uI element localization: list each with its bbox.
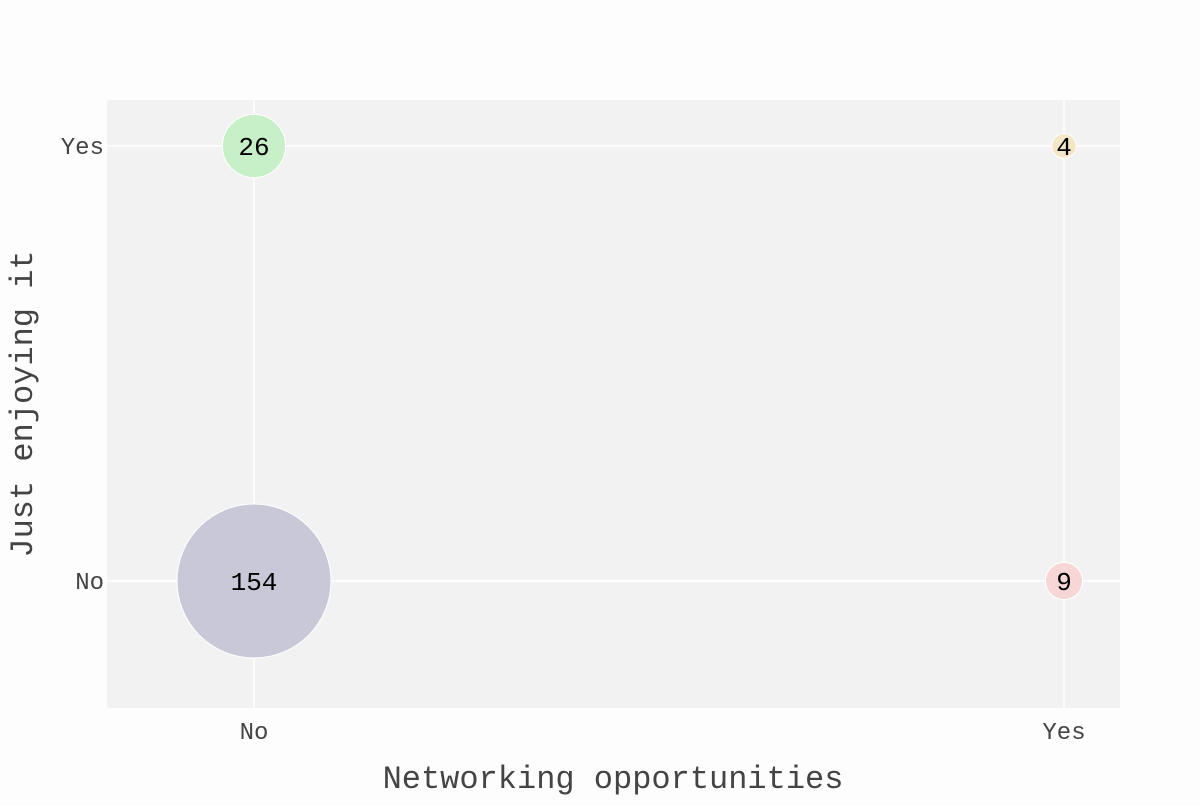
y-tick-label: Yes (61, 135, 104, 162)
bubble-count-label: 9 (1056, 568, 1072, 598)
bubble-count-label: 154 (231, 568, 278, 598)
y-tick-labels: No Yes (61, 135, 104, 597)
bubble-count-label: 4 (1056, 133, 1072, 163)
y-axis-title: Just enjoying it (5, 250, 42, 557)
bubble-yes-yes (1051, 133, 1077, 159)
bubble-no-yes (221, 113, 287, 179)
x-tick-label: Yes (1042, 720, 1085, 747)
y-tick-label: No (75, 570, 104, 597)
x-tick-label: No (240, 720, 269, 747)
x-tick-labels: No Yes (240, 720, 1086, 747)
bubbles (176, 113, 1084, 659)
bubble-labels: 154 26 9 4 (231, 133, 1072, 598)
bubble-no-no (176, 503, 332, 659)
bubble-count-label: 26 (238, 133, 269, 163)
x-axis-title: Networking opportunities (383, 761, 844, 798)
bubble-yes-no (1044, 561, 1084, 601)
